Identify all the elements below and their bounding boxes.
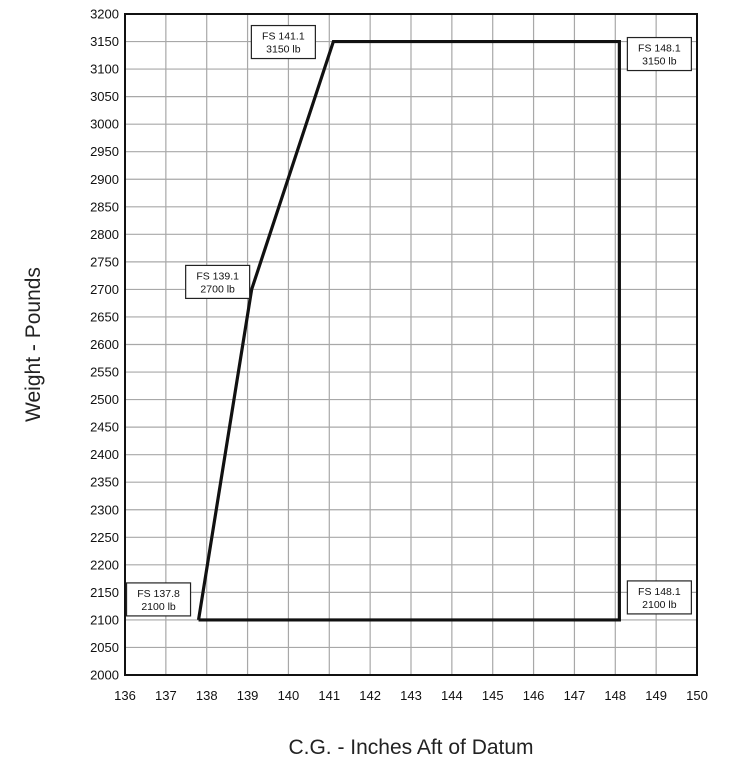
annotation-weight-label: 2100 lb — [141, 601, 176, 613]
x-tick-label: 138 — [196, 688, 218, 703]
x-tick-label: 144 — [441, 688, 463, 703]
y-tick-label: 2650 — [90, 309, 119, 324]
y-tick-label: 2600 — [90, 337, 119, 352]
grid-layer — [125, 14, 697, 675]
y-tick-label: 2200 — [90, 557, 119, 572]
annotation-station-label: FS 148.1 — [638, 43, 681, 55]
y-tick-label: 2450 — [90, 420, 119, 435]
annotation-weight-label: 3150 lb — [642, 56, 677, 68]
x-tick-label: 146 — [523, 688, 545, 703]
y-tick-label: 2500 — [90, 392, 119, 407]
annotation-box — [250, 24, 316, 60]
x-tick-label: 142 — [359, 688, 381, 703]
annotation-station-label: FS 139.1 — [196, 270, 239, 282]
y-tick-label: 2250 — [90, 530, 119, 545]
y-tick-label: 2850 — [90, 199, 119, 214]
y-axis-tick-labels: 2000 2050 2100 2150 2200 2250 2300 2350 2400 2450… — [90, 7, 119, 683]
y-tick-label: 3050 — [90, 89, 119, 104]
y-tick-label: 2100 — [90, 612, 119, 627]
x-tick-label: 140 — [278, 688, 300, 703]
y-tick-label: 2300 — [90, 502, 119, 517]
annotation-station-label: FS 137.8 — [137, 588, 180, 600]
annotation-weight-label: 2100 lb — [642, 599, 677, 611]
y-tick-label: 2900 — [90, 172, 119, 187]
x-tick-label: 148 — [604, 688, 626, 703]
y-tick-label: 2750 — [90, 254, 119, 269]
y-tick-label: 3000 — [90, 117, 119, 132]
y-tick-label: 2950 — [90, 144, 119, 159]
x-axis-title: C.G. - Inches Aft of Datum — [288, 736, 533, 759]
y-tick-label: 2700 — [90, 282, 119, 297]
annotation-box — [626, 36, 692, 72]
x-tick-label: 147 — [564, 688, 586, 703]
y-tick-label: 3200 — [90, 7, 119, 22]
annotation-station-label: FS 148.1 — [638, 586, 681, 598]
annotation-station-label: FS 141.1 — [262, 31, 305, 43]
annotation-weight-label: 3150 lb — [266, 44, 301, 56]
x-tick-label: 137 — [155, 688, 177, 703]
y-tick-label: 2050 — [90, 640, 119, 655]
y-tick-label: 3100 — [90, 62, 119, 77]
annotation-box — [626, 580, 692, 615]
annotation-box — [125, 582, 192, 617]
x-tick-label: 139 — [237, 688, 259, 703]
y-tick-label: 2150 — [90, 585, 119, 600]
y-tick-label: 3150 — [90, 34, 119, 49]
x-tick-label: 145 — [482, 688, 504, 703]
series-layer — [196, 39, 621, 622]
x-tick-label: 136 — [114, 688, 136, 703]
x-tick-label: 143 — [400, 688, 422, 703]
y-tick-label: 2400 — [90, 447, 119, 462]
annotation-weight-label: 2700 lb — [200, 283, 235, 295]
x-tick-label: 150 — [686, 688, 708, 703]
plot-frame — [124, 13, 698, 676]
x-axis-tick-labels: 136 137 138 139 140 141 142 143 144 145 146 147 148 1… — [114, 688, 708, 703]
annotation-box — [185, 264, 251, 300]
y-tick-label: 2550 — [90, 365, 119, 380]
y-tick-label: 2000 — [90, 668, 119, 683]
y-tick-label: 2800 — [90, 227, 119, 242]
x-tick-label: 149 — [645, 688, 667, 703]
cg-envelope-line — [196, 39, 621, 622]
x-tick-label: 141 — [318, 688, 340, 703]
y-tick-label: 2350 — [90, 475, 119, 490]
y-axis-title: Weight - Pounds — [22, 267, 45, 422]
